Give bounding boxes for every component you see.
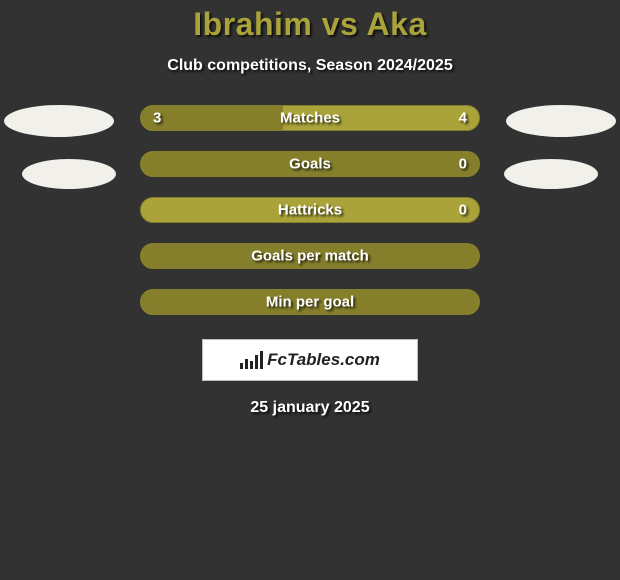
stat-row: Matches 3 4 (140, 105, 480, 131)
stat-bars-column: Matches 3 4 Goals 0 Hattricks 0 Goals per match… (140, 105, 480, 335)
stat-value-left: 3 (153, 110, 161, 127)
avatar-placeholder-right-2 (504, 159, 598, 189)
stat-row: Hattricks 0 (140, 197, 480, 223)
page-title: Ibrahim vs Aka (0, 6, 620, 43)
stat-value-right: 0 (459, 156, 467, 173)
stat-row: Min per goal (140, 289, 480, 315)
date-text: 25 january 2025 (0, 399, 620, 417)
stat-label: Hattricks (278, 202, 342, 219)
brand-box[interactable]: FcTables.com (202, 339, 418, 381)
stat-label: Matches (280, 110, 340, 127)
avatar-placeholder-right-1 (506, 105, 616, 137)
avatar-placeholder-left-2 (22, 159, 116, 189)
stat-row: Goals 0 (140, 151, 480, 177)
stat-label: Goals per match (251, 248, 369, 265)
stat-row: Goals per match (140, 243, 480, 269)
stat-value-right: 0 (459, 202, 467, 219)
brand-text: FcTables.com (267, 350, 380, 370)
stat-fill (141, 106, 283, 130)
stat-value-right: 4 (459, 110, 467, 127)
avatar-placeholder-left-1 (4, 105, 114, 137)
stats-area: Matches 3 4 Goals 0 Hattricks 0 Goals per match… (0, 105, 620, 335)
bar-chart-icon (240, 351, 263, 369)
stat-label: Goals (289, 156, 331, 173)
stat-label: Min per goal (266, 294, 354, 311)
content-root: Ibrahim vs Aka Club competitions, Season… (0, 0, 620, 580)
page-subtitle: Club competitions, Season 2024/2025 (0, 57, 620, 75)
